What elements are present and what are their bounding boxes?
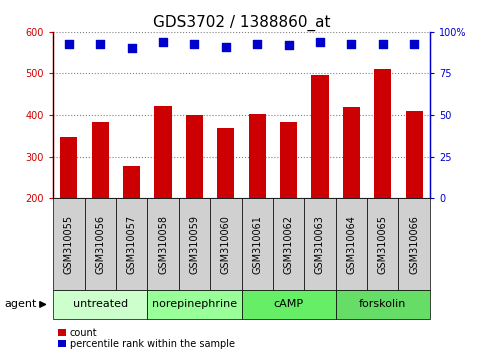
FancyBboxPatch shape [398, 198, 430, 290]
FancyBboxPatch shape [304, 198, 336, 290]
Text: GSM310061: GSM310061 [252, 215, 262, 274]
Text: GSM310063: GSM310063 [315, 215, 325, 274]
Bar [374, 69, 391, 198]
Text: cAMP: cAMP [273, 299, 304, 309]
Point [379, 41, 387, 46]
Bar [343, 107, 360, 198]
FancyBboxPatch shape [210, 198, 242, 290]
Point [128, 46, 135, 51]
Text: GSM310055: GSM310055 [64, 215, 74, 274]
FancyBboxPatch shape [336, 198, 367, 290]
FancyBboxPatch shape [242, 198, 273, 290]
Bar [280, 122, 297, 198]
Point [97, 41, 104, 46]
Point [285, 42, 293, 48]
Text: agent: agent [5, 299, 37, 309]
Bar [92, 122, 109, 198]
Text: untreated: untreated [72, 299, 128, 309]
Text: GSM310066: GSM310066 [409, 215, 419, 274]
Text: GSM310056: GSM310056 [95, 215, 105, 274]
FancyBboxPatch shape [147, 290, 242, 319]
FancyBboxPatch shape [147, 198, 179, 290]
FancyBboxPatch shape [53, 290, 147, 319]
Text: norepinephrine: norepinephrine [152, 299, 237, 309]
Text: GSM310064: GSM310064 [346, 215, 356, 274]
Legend: count, percentile rank within the sample: count, percentile rank within the sample [58, 328, 235, 349]
Point [348, 41, 355, 46]
FancyBboxPatch shape [53, 198, 85, 290]
Point [191, 41, 199, 46]
Text: GSM310062: GSM310062 [284, 215, 294, 274]
Text: GSM310060: GSM310060 [221, 215, 231, 274]
Bar [406, 111, 423, 198]
Text: GSM310058: GSM310058 [158, 215, 168, 274]
Bar [155, 106, 171, 198]
Text: GSM310065: GSM310065 [378, 215, 388, 274]
Bar [123, 166, 140, 198]
Text: GSM310057: GSM310057 [127, 215, 137, 274]
FancyBboxPatch shape [242, 290, 336, 319]
Point [65, 41, 73, 46]
Bar [60, 137, 77, 198]
Title: GDS3702 / 1388860_at: GDS3702 / 1388860_at [153, 14, 330, 30]
Text: forskolin: forskolin [359, 299, 407, 309]
FancyBboxPatch shape [336, 290, 430, 319]
Bar [312, 75, 328, 198]
Bar [186, 115, 203, 198]
FancyBboxPatch shape [116, 198, 147, 290]
FancyBboxPatch shape [179, 198, 210, 290]
FancyBboxPatch shape [273, 198, 304, 290]
Point [411, 41, 418, 46]
Point [222, 44, 230, 50]
Point [159, 39, 167, 45]
Bar [249, 114, 266, 198]
Point [316, 39, 324, 45]
Point [253, 41, 261, 46]
Text: GSM310059: GSM310059 [189, 215, 199, 274]
FancyBboxPatch shape [85, 198, 116, 290]
Bar [217, 127, 234, 198]
FancyBboxPatch shape [367, 198, 398, 290]
